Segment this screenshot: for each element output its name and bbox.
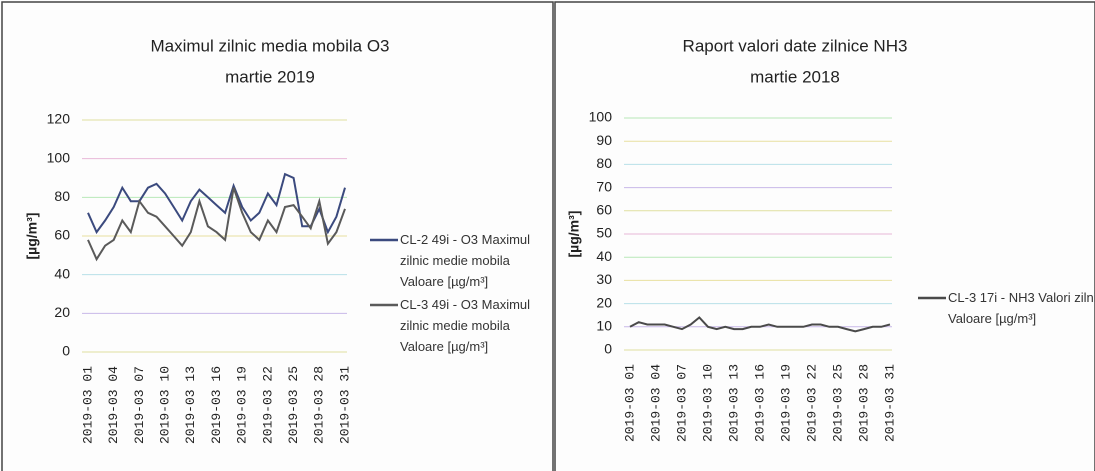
y-tick-label: 60 (596, 202, 612, 218)
y-tick-label: 80 (596, 155, 612, 171)
chart-subtitle: martie 2018 (750, 67, 840, 86)
y-tick-label: 100 (589, 109, 613, 125)
y-tick-label: 70 (596, 178, 612, 194)
x-tick-label: 2019-03 07 (132, 366, 147, 444)
legend-label: CL-3 17i - NH3 Valori zilnice Valoare [µ… (948, 290, 1095, 326)
x-tick-label: 2019-03 22 (260, 366, 275, 444)
chart-title: Raport valori date zilnice NH3 (683, 36, 908, 55)
legend-label: CL-2 49i - O3 Maximul zilnic medie mobil… (400, 232, 531, 289)
y-tick-label: 60 (54, 227, 70, 243)
y-axis-label: [µg/m³] (566, 211, 582, 258)
x-tick-label: 2019-03 19 (778, 364, 793, 442)
x-tick-label: 2019-03 01 (622, 364, 637, 442)
x-tick-label: 2019-03 28 (312, 366, 327, 444)
x-tick-label: 2019-03 13 (183, 366, 198, 444)
x-tick-label: 2019-03 13 (726, 364, 741, 442)
y-tick-label: 30 (596, 271, 612, 287)
y-tick-label: 90 (596, 132, 612, 148)
x-tick-label: 2019-03 04 (106, 366, 121, 444)
data-line (87, 187, 346, 262)
legend-label: CL-3 49i - O3 Maximul zilnic medie mobil… (400, 297, 531, 354)
x-tick-label: 2019-03 25 (830, 364, 845, 442)
y-tick-label: 80 (54, 188, 70, 204)
x-tick-label: 2019-03 31 (337, 366, 352, 444)
x-tick-label: 2019-03 25 (286, 366, 301, 444)
x-tick-label: 2019-03 16 (209, 366, 224, 444)
y-tick-label: 0 (62, 343, 70, 359)
panel-border (554, 1, 1095, 471)
chart-subtitle: martie 2019 (225, 67, 315, 86)
data-line (87, 172, 346, 235)
y-tick-label: 20 (596, 294, 612, 310)
x-tick-label: 2019-03 04 (648, 364, 663, 442)
x-tick-label: 2019-03 01 (80, 366, 95, 444)
y-tick-label: 20 (54, 304, 70, 320)
panel-border (1, 1, 554, 471)
y-tick-label: 40 (596, 248, 612, 264)
x-tick-label: 2019-03 31 (882, 364, 897, 442)
x-tick-label: 2019-03 10 (158, 366, 173, 444)
y-tick-label: 10 (596, 318, 612, 334)
x-tick-label: 2019-03 10 (700, 364, 715, 442)
y-tick-label: 100 (47, 149, 71, 165)
x-tick-label: 2019-03 19 (235, 366, 250, 444)
x-tick-label: 2019-03 28 (856, 364, 871, 442)
y-tick-label: 120 (47, 111, 71, 127)
data-line (629, 316, 891, 333)
x-tick-label: 2019-03 22 (804, 364, 819, 442)
y-tick-label: 40 (54, 265, 70, 281)
x-tick-label: 2019-03 16 (752, 364, 767, 442)
y-tick-label: 0 (604, 341, 612, 357)
y-tick-label: 50 (596, 225, 612, 241)
y-axis-label: [µg/m³] (24, 213, 40, 260)
chart-title: Maximul zilnic media mobila O3 (150, 36, 389, 55)
x-tick-label: 2019-03 07 (674, 364, 689, 442)
